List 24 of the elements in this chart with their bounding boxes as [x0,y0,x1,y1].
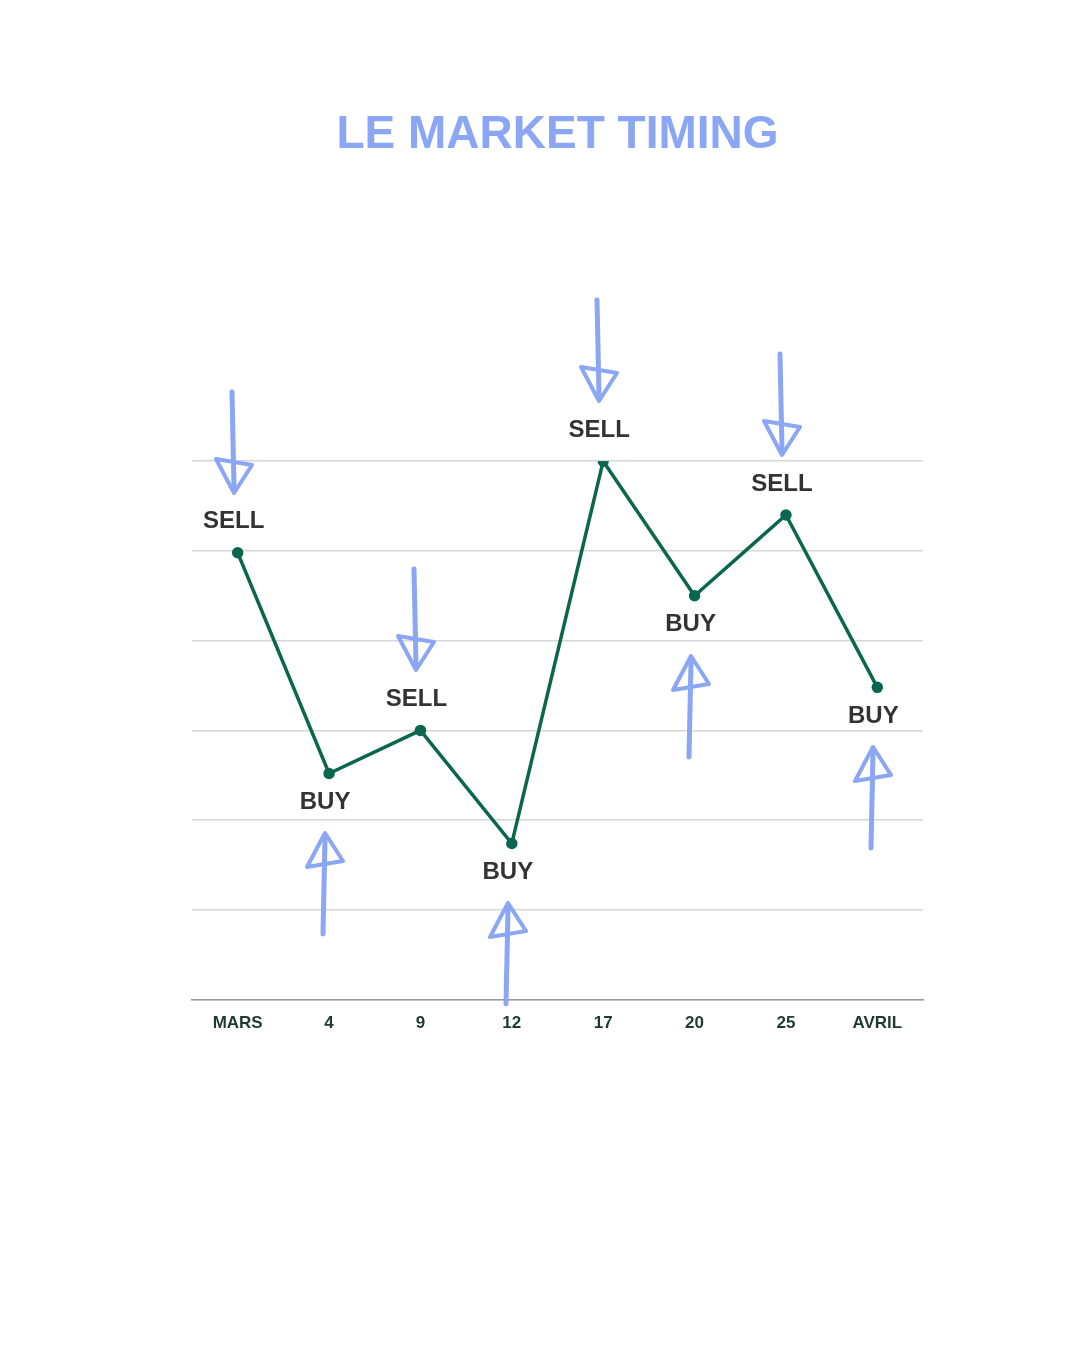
annotation: SELL [568,414,630,442]
point [231,546,244,559]
point [688,590,701,602]
annotation: BUY [665,609,716,637]
x-tick-label: MARS [212,1013,263,1033]
point [871,681,884,694]
x-tick-label: 25 [776,1013,796,1033]
annotation: BUY [299,787,351,815]
x-tick-label: 12 [502,1013,522,1033]
x-tick-label: 17 [593,1013,613,1033]
x-tick-label: 20 [685,1013,705,1033]
annotation: SELL [203,506,265,534]
annotation: SELL [385,684,448,712]
point [323,767,335,780]
chart-title: LE MARKET TIMING [336,106,779,159]
annotation: BUY [847,700,899,728]
point [414,724,427,737]
annotation: BUY [482,857,534,885]
x-tick-label: AVRIL [852,1013,903,1033]
point [780,509,792,521]
x-tick-label: 4 [324,1013,335,1033]
x-tick-label: 9 [415,1013,426,1033]
point [506,837,518,850]
annotation: SELL [751,468,813,496]
